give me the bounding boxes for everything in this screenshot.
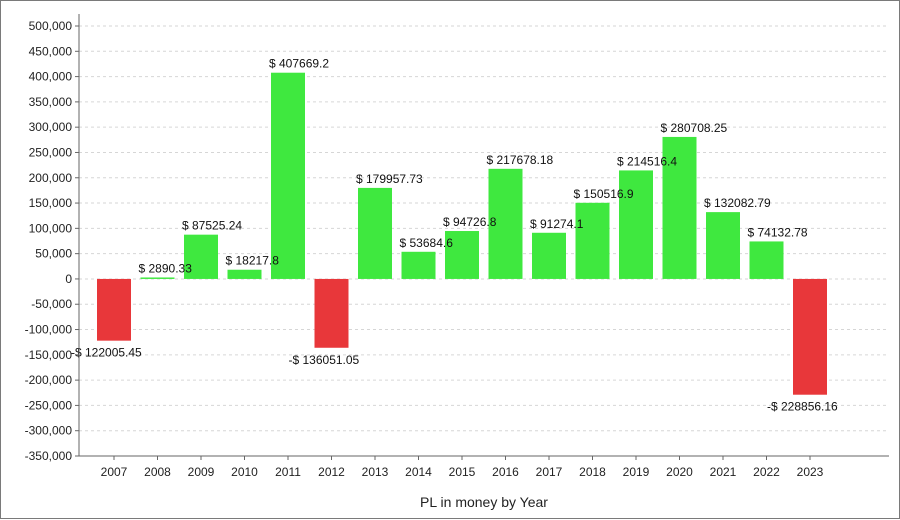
- bar-2015: [445, 231, 479, 279]
- data-label-2014: $ 53684.6: [400, 236, 454, 250]
- y-tick-label: 500,000: [29, 19, 73, 33]
- bar-2007: [97, 278, 131, 341]
- bar-2019: [619, 170, 653, 279]
- bar-2009: [184, 234, 218, 279]
- data-label-2015: $ 94726.8: [443, 215, 497, 229]
- data-label-2008: $ 2890.33: [139, 261, 193, 275]
- y-tick-label: 50,000: [35, 247, 72, 261]
- bar-2023: [793, 278, 827, 395]
- y-tick-label: 400,000: [29, 70, 73, 84]
- data-label-2023: -$ 228856.16: [767, 400, 838, 414]
- x-tick-label-2017: 2017: [536, 465, 563, 479]
- x-tick-label-2007: 2007: [101, 465, 128, 479]
- y-tick-label: 300,000: [29, 120, 73, 134]
- bar-2021: [706, 212, 740, 279]
- y-tick-label: 100,000: [29, 221, 73, 235]
- x-tick-label-2015: 2015: [449, 465, 476, 479]
- data-label-2022: $ 74132.78: [748, 225, 808, 239]
- x-tick-label-2020: 2020: [666, 465, 693, 479]
- bar-2018: [575, 202, 610, 279]
- x-tick-label-2009: 2009: [188, 465, 215, 479]
- x-axis-ticks: 2007 2008 2009 2010 2011 2012 2013 2014 2015 2016…: [101, 456, 824, 479]
- x-tick-label-2008: 2008: [144, 465, 171, 479]
- data-label-2010: $ 18217.8: [226, 254, 280, 268]
- bar-2013: [358, 187, 392, 279]
- x-axis-title: PL in money by Year: [420, 494, 548, 510]
- x-tick-label-2023: 2023: [797, 465, 824, 479]
- x-tick-label-2012: 2012: [318, 465, 345, 479]
- data-label-2016: $ 217678.18: [487, 153, 554, 167]
- y-tick-label: 0: [65, 272, 72, 286]
- x-tick-label-2021: 2021: [710, 465, 737, 479]
- data-label-2021: $ 132082.79: [704, 196, 771, 210]
- data-labels: -$ 122005.45 $ 2890.33 $ 87525.24 $ 18217.8…: [71, 57, 838, 414]
- data-label-2020: $ 280708.25: [661, 121, 728, 135]
- data-label-2009: $ 87525.24: [182, 219, 242, 233]
- bar-2020: [662, 136, 697, 279]
- y-axis-ticks: -350,000 -300,000 -250,000 -200,000 -150,000…: [25, 19, 79, 463]
- data-label-2019: $ 214516.4: [617, 154, 677, 168]
- y-tick-label: -100,000: [25, 323, 73, 337]
- bar-2010: [227, 269, 262, 279]
- data-label-2017: $ 91274.1: [530, 217, 584, 231]
- bar-2011: [271, 72, 305, 279]
- x-tick-label-2013: 2013: [362, 465, 389, 479]
- data-label-2018: $ 150516.9: [574, 187, 634, 201]
- x-tick-label-2022: 2022: [753, 465, 780, 479]
- y-tick-label: 450,000: [29, 44, 73, 58]
- data-label-2007: -$ 122005.45: [71, 346, 142, 360]
- bar-2012: [314, 278, 349, 348]
- bars: [97, 72, 827, 395]
- data-label-2011: $ 407669.2: [269, 57, 329, 71]
- data-label-2012: -$ 136051.05: [289, 353, 360, 367]
- bar-2014: [401, 251, 436, 279]
- y-tick-label: 150,000: [29, 196, 73, 210]
- y-tick-label: 350,000: [29, 95, 73, 109]
- bar-2022: [749, 241, 784, 279]
- bar-2008: [140, 277, 175, 279]
- y-tick-label: -350,000: [25, 449, 73, 463]
- data-label-2013: $ 179957.73: [356, 172, 423, 186]
- y-tick-label: -300,000: [25, 424, 73, 438]
- y-tick-label: -150,000: [25, 348, 73, 362]
- x-tick-label-2011: 2011: [275, 465, 301, 479]
- y-tick-label: 200,000: [29, 171, 73, 185]
- y-tick-label: -250,000: [25, 398, 73, 412]
- y-tick-label: -50,000: [31, 297, 72, 311]
- y-tick-label: 250,000: [29, 145, 73, 159]
- x-tick-label-2019: 2019: [623, 465, 650, 479]
- x-tick-label-2016: 2016: [492, 465, 519, 479]
- x-tick-label-2018: 2018: [579, 465, 606, 479]
- bar-2016: [488, 168, 523, 279]
- x-tick-label-2014: 2014: [405, 465, 432, 479]
- x-tick-label-2010: 2010: [231, 465, 258, 479]
- bar-2017: [532, 232, 566, 279]
- y-tick-label: -200,000: [25, 373, 73, 387]
